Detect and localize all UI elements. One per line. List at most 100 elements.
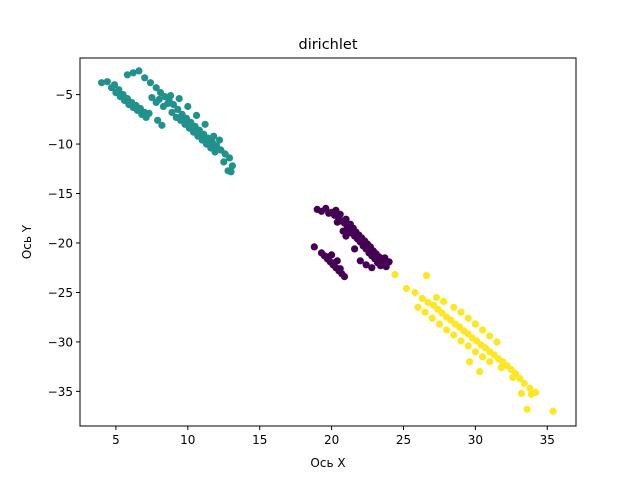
x-tick-label: 10 [180,433,195,447]
data-point [333,257,341,265]
data-point [424,298,432,306]
data-point [175,95,183,103]
data-point [479,326,487,334]
data-point [164,99,172,108]
data-point [356,257,364,265]
data-point [146,79,154,87]
data-point [168,108,176,116]
data-point [336,265,344,273]
data-point [333,218,341,226]
data-point [220,158,228,166]
data-point [509,373,517,382]
data-point [516,374,524,383]
data-point [152,84,160,92]
series-0 [310,204,393,281]
plot-frame [79,57,577,427]
data-point [466,358,474,366]
data-point [362,261,370,269]
x-tick-label: 35 [540,433,555,447]
data-point [471,348,479,356]
data-point [520,379,528,388]
data-point [342,232,350,240]
data-point [443,326,451,334]
series-2 [391,271,557,415]
x-tick-label: 15 [252,433,267,447]
y-tick-label: −30 [48,335,73,349]
series-1 [98,67,236,176]
data-point [103,78,111,86]
data-point [310,243,318,251]
data-point [148,94,156,102]
data-point [145,109,153,117]
data-point [450,331,458,339]
chart-title: dirichlet [298,37,357,53]
data-point [523,405,531,413]
data-point [421,308,429,316]
data-point [517,389,526,397]
data-point [328,251,336,259]
x-axis: 5 10 15 20 25 30 35 [112,426,555,447]
data-point [497,364,505,372]
data-point [211,148,219,156]
data-point [391,271,399,279]
data-point [486,358,494,366]
y-axis: −5 −10 −15 −20 −25 −30 −35 [48,88,80,399]
y-tick-label: −25 [48,286,73,300]
data-point [527,390,536,398]
x-axis-label: Ось X [310,456,345,470]
data-point [385,258,393,266]
data-point [228,162,236,170]
data-point [210,132,218,140]
data-point [98,79,106,87]
y-tick-label: −5 [55,88,73,102]
data-point [135,67,143,75]
data-point [129,69,137,77]
data-point [549,407,557,415]
data-point [493,338,501,346]
data-point [154,116,162,124]
data-point [123,71,131,79]
y-axis-label: Ось Y [20,224,34,259]
data-point [336,210,344,218]
data-point [428,314,436,322]
data-point [342,215,350,223]
data-point [418,294,426,302]
data-point [155,95,163,104]
data-point [486,332,494,340]
y-tick-label: −10 [48,138,73,152]
data-point [227,168,235,176]
data-point [110,81,119,89]
data-point [215,136,224,144]
data-point [457,308,465,316]
y-tick-label: −20 [48,236,73,250]
x-tick-label: 5 [112,433,120,447]
data-point [476,368,484,376]
data-point [115,86,123,94]
y-tick-label: −35 [48,385,73,399]
data-point [340,273,349,281]
x-tick-label: 20 [324,433,339,447]
data-point [201,120,209,128]
data-point [368,264,376,272]
data-point [192,111,201,119]
data-point [225,154,234,162]
data-point [169,100,177,109]
data-point [167,92,175,100]
data-point [479,353,487,361]
data-point [158,121,166,129]
data-point [471,320,479,328]
points-layer [98,67,557,415]
data-point [464,314,472,322]
data-point [402,284,410,293]
data-point [141,74,149,82]
data-point [351,245,359,253]
data-point [411,288,419,297]
y-tick-label: −15 [48,187,73,201]
data-point [435,320,443,328]
data-point [422,272,431,280]
data-point [414,303,422,311]
data-point [174,105,182,113]
data-point [464,342,472,350]
